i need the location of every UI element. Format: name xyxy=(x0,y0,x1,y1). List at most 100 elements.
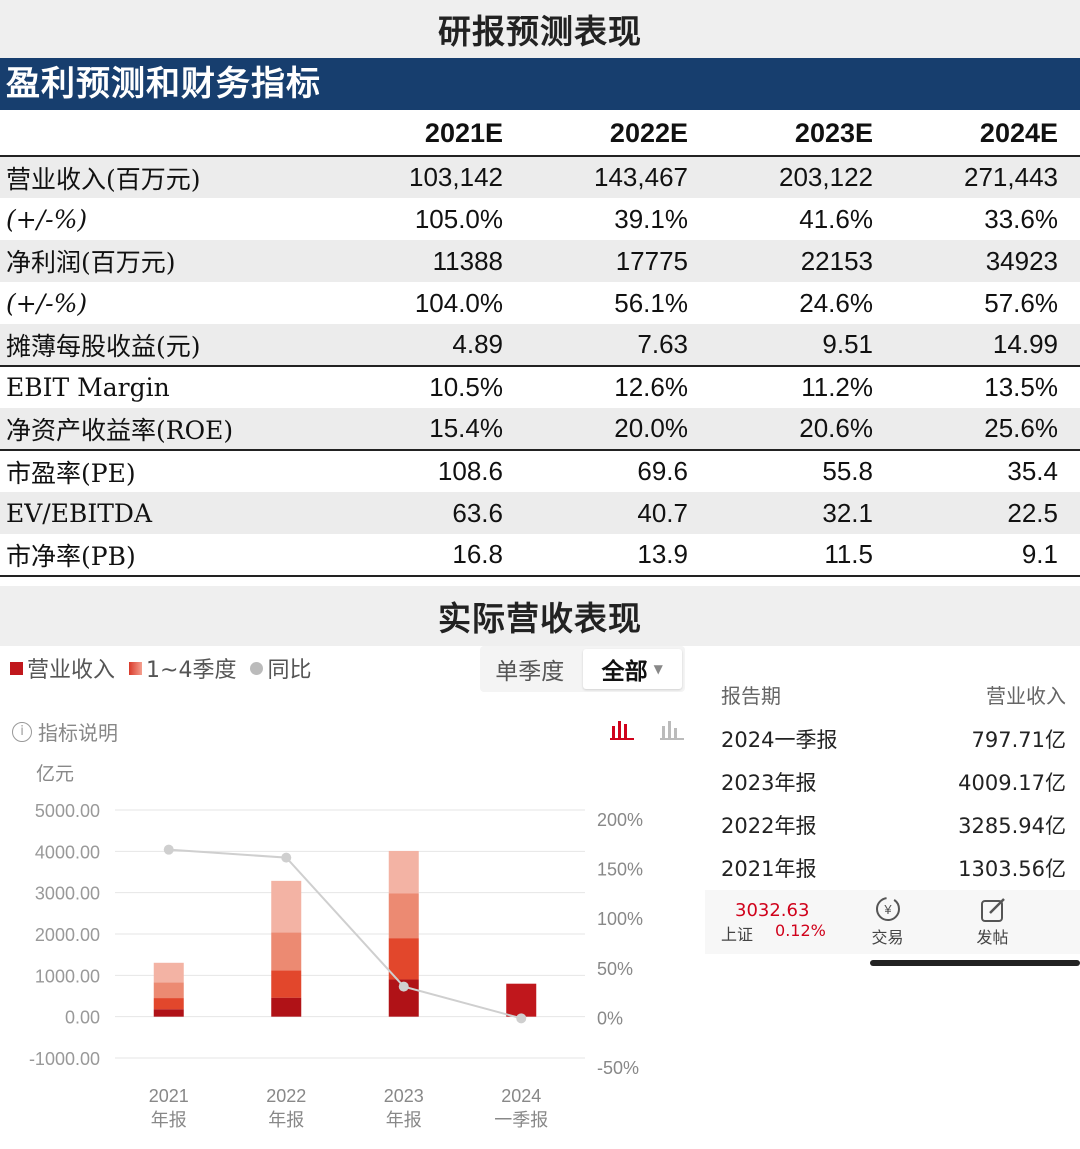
col-period: 报告期 xyxy=(721,684,781,708)
y-tick-label: 0.00 xyxy=(65,1008,100,1028)
legend-revenue[interactable]: 营业收入 xyxy=(10,652,115,684)
cell-value: 25.6% xyxy=(895,408,1080,450)
trade-label: 交易 xyxy=(871,928,904,947)
cell-value: 40.7 xyxy=(525,492,710,534)
bar-chart-icon[interactable] xyxy=(660,718,684,744)
bar-segment xyxy=(271,932,302,971)
bar-segment xyxy=(388,938,419,980)
cell-value: 56.1% xyxy=(614,287,688,318)
legend-swatch xyxy=(10,661,23,675)
legend-label: 同比 xyxy=(267,658,312,683)
cell-value: 103,142 xyxy=(340,156,525,198)
row-label: 市盈率(PE) xyxy=(0,449,340,492)
actual-section-title: 实际营收表现 xyxy=(0,586,1080,646)
row-label: 净资产收益率(ROE) xyxy=(0,408,340,450)
cell-value: 13.9 xyxy=(525,534,710,577)
bar-segment xyxy=(271,997,302,1017)
cell-value: 10.5% xyxy=(340,365,525,408)
cell-value: 271,443 xyxy=(895,156,1080,198)
y-tick-label: 5000.00 xyxy=(35,801,100,821)
cell-value: 20.0% xyxy=(525,408,710,450)
index-name: 上证 xyxy=(721,924,754,944)
cell-value: 7.63 xyxy=(525,324,710,366)
post-button[interactable]: 发帖 xyxy=(940,896,1045,948)
cell-value: 4.89 xyxy=(340,324,525,366)
y2-tick-label: 0% xyxy=(597,1008,623,1028)
cell-value: 22.5 xyxy=(895,492,1080,534)
trade-button[interactable]: ¥ 交易 xyxy=(835,896,940,948)
row-label: (+/-%) xyxy=(6,204,88,234)
period-toggle: 单季度 全部 ▼ xyxy=(480,646,685,692)
x-tick-sublabel: 年报 xyxy=(151,1110,187,1130)
report-period: 2021年报 xyxy=(721,856,817,881)
y-tick-label: 2000.00 xyxy=(35,925,100,945)
bar-segment xyxy=(153,998,184,1010)
cell-value: 13.5% xyxy=(895,365,1080,408)
cell-value: 14.99 xyxy=(895,324,1080,366)
bar-segment xyxy=(153,1009,184,1017)
year-col: 2021E xyxy=(340,112,525,157)
legend-yoy[interactable]: 同比 xyxy=(250,652,311,684)
bar-segment xyxy=(271,970,302,998)
cell-value: 105.0% xyxy=(414,203,503,234)
bar-chart-active-icon[interactable] xyxy=(610,718,634,744)
row-label: 营业收入(百万元) xyxy=(0,156,340,198)
yoy-line xyxy=(168,848,522,1020)
report-row[interactable]: 2024一季报 797.71亿 xyxy=(705,717,1080,760)
y2-tick-label: 150% xyxy=(597,860,643,880)
table-row: EBIT Margin 10.5% 12.6% 11.2% 13.5% xyxy=(0,365,1080,408)
y-tick-label: -1000.00 xyxy=(29,1049,100,1069)
svg-text:¥: ¥ xyxy=(883,902,892,917)
row-label: EBIT Margin xyxy=(0,365,340,408)
y-tick-label: 1000.00 xyxy=(35,966,100,986)
report-revenue: 4009.17亿 xyxy=(958,770,1066,795)
report-row[interactable]: 2023年报 4009.17亿 xyxy=(705,760,1080,803)
toggle-single-quarter[interactable]: 单季度 xyxy=(495,659,565,685)
cell-value: 143,467 xyxy=(525,156,710,198)
trade-icon: ¥ xyxy=(875,897,900,921)
info-icon: i xyxy=(12,721,32,742)
report-revenue: 1303.56亿 xyxy=(958,856,1066,881)
x-tick-sublabel: 年报 xyxy=(386,1110,422,1130)
header-blank xyxy=(0,112,340,157)
cell-value: 39.1% xyxy=(614,203,688,234)
legend-quarters[interactable]: 1~4季度 xyxy=(129,652,236,684)
y-unit-label: 亿元 xyxy=(36,763,74,785)
report-row[interactable]: 2021年报 1303.56亿 xyxy=(705,846,1080,889)
year-col: 2022E xyxy=(525,112,710,157)
indicator-info[interactable]: i 指标说明 xyxy=(12,717,118,746)
y2-tick-label: 50% xyxy=(597,959,633,979)
table-row: (+/-%) 104.0% 56.1% 24.6% 57.6% xyxy=(0,282,1080,324)
cell-value: 12.6% xyxy=(525,365,710,408)
cell-value: 22153 xyxy=(710,240,895,282)
y2-tick-label: 100% xyxy=(597,909,643,929)
cell-value: 9.1 xyxy=(895,534,1080,577)
yoy-point xyxy=(163,844,174,855)
report-row[interactable]: 2022年报 3285.94亿 xyxy=(705,803,1080,846)
x-tick-label: 2023 xyxy=(384,1086,424,1106)
cell-value: 55.8 xyxy=(710,449,895,492)
toggle-all[interactable]: 全部 ▼ xyxy=(582,649,682,689)
x-tick-label: 2024 xyxy=(501,1086,541,1106)
legend-label: 营业收入 xyxy=(27,658,116,683)
cell-value: 41.6% xyxy=(799,203,873,234)
cell-value: 69.6 xyxy=(525,449,710,492)
table-row: 市盈率(PE) 108.6 69.6 55.8 35.4 xyxy=(0,449,1080,492)
bar-segment xyxy=(388,850,419,894)
table-row: 营业收入(百万元) 103,142 143,467 203,122 271,443 xyxy=(0,156,1080,198)
report-period: 2023年报 xyxy=(721,770,817,795)
bar-segment xyxy=(388,893,419,939)
row-label: (+/-%) xyxy=(6,288,88,318)
index-quote[interactable]: 3032.63 上证 0.12% xyxy=(705,900,835,945)
y-tick-label: 3000.00 xyxy=(35,884,100,904)
cell-value: 15.4% xyxy=(340,408,525,450)
table-row: 净资产收益率(ROE) 15.4% 20.0% 20.6% 25.6% xyxy=(0,408,1080,450)
cell-value: 16.8 xyxy=(340,534,525,577)
index-value: 3032.63 xyxy=(735,899,810,921)
post-label: 发帖 xyxy=(976,928,1009,947)
table-row: (+/-%) 105.0% 39.1% 41.6% 33.6% xyxy=(0,198,1080,240)
cell-value: 11.2% xyxy=(710,365,895,408)
report-revenue: 3285.94亿 xyxy=(958,813,1066,838)
cell-value: 203,122 xyxy=(710,156,895,198)
report-revenue: 797.71亿 xyxy=(971,727,1066,752)
